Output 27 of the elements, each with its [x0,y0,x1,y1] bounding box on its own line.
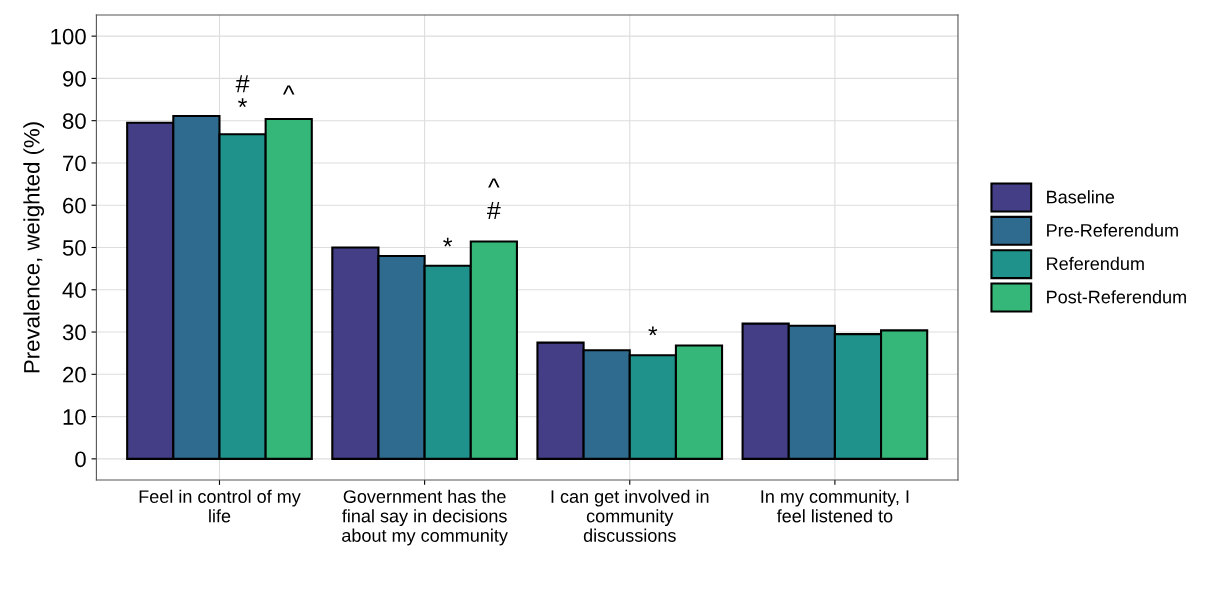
legend-label: Referendum [1047,256,1144,271]
y-tick-label: 70 [63,155,86,172]
y-tick-label: 80 [62,113,86,129]
y-axis-title: Prevalence, weighted (%) [23,122,45,373]
y-tick-label: 20 [63,366,86,383]
y-tick-label: 60 [63,197,86,214]
legend-label: Pre-Referendum [1047,223,1178,237]
y-tick-label: 40 [62,282,86,299]
annotation: * [648,326,658,336]
legend-label: Post-Referendum [1047,290,1186,304]
y-tick-label: 50 [62,240,86,256]
annotation: ^ [488,178,500,188]
y-tick-label: 30 [62,324,86,341]
x-tick-label: Government has the final say in decisions about my community [342,489,508,546]
y-tick-label: 10 [63,409,86,425]
annotation: * [443,237,453,247]
annotation: * [238,98,248,108]
annotation: # [235,75,250,93]
annotation: ^ [282,85,295,95]
y-tick-label: 90 [63,70,86,87]
legend-label: Baseline [1047,190,1115,204]
y-tick-label: 100 [51,28,86,45]
x-tick-label: I can get involved in community discussions [551,489,709,542]
x-tick-label: In my community, I feel listened to [761,489,909,523]
annotation: # [487,201,501,220]
x-tick-label: Feel in control of my life [139,489,301,523]
y-tick-label: 0 [75,451,86,468]
